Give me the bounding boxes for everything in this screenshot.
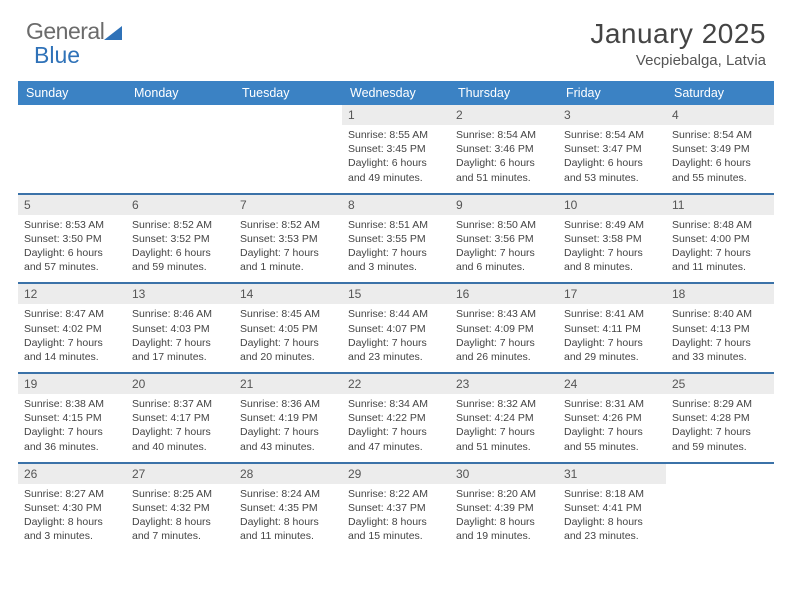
day-header: Tuesday <box>234 81 342 105</box>
day-number: 17 <box>558 283 666 304</box>
day-number: 30 <box>450 463 558 484</box>
day-content: Sunrise: 8:24 AMSunset: 4:35 PMDaylight:… <box>234 484 342 552</box>
logo-general: General <box>26 18 104 45</box>
day-content: Sunrise: 8:29 AMSunset: 4:28 PMDaylight:… <box>666 394 774 463</box>
day-number: 24 <box>558 373 666 394</box>
day-content: Sunrise: 8:32 AMSunset: 4:24 PMDaylight:… <box>450 394 558 463</box>
day-number: 25 <box>666 373 774 394</box>
day-content: Sunrise: 8:27 AMSunset: 4:30 PMDaylight:… <box>18 484 126 552</box>
day-number <box>666 463 774 484</box>
day-number: 21 <box>234 373 342 394</box>
day-content: Sunrise: 8:43 AMSunset: 4:09 PMDaylight:… <box>450 304 558 373</box>
day-number <box>18 105 126 125</box>
day-content: Sunrise: 8:48 AMSunset: 4:00 PMDaylight:… <box>666 215 774 284</box>
day-content: Sunrise: 8:20 AMSunset: 4:39 PMDaylight:… <box>450 484 558 552</box>
title-block: January 2025 Vecpiebalga, Latvia <box>590 18 766 69</box>
daynum-row: 12131415161718 <box>18 283 774 304</box>
day-content: Sunrise: 8:37 AMSunset: 4:17 PMDaylight:… <box>126 394 234 463</box>
day-number: 9 <box>450 194 558 215</box>
day-content: Sunrise: 8:52 AMSunset: 3:52 PMDaylight:… <box>126 215 234 284</box>
day-number: 1 <box>342 105 450 125</box>
day-number: 12 <box>18 283 126 304</box>
calendar-head: SundayMondayTuesdayWednesdayThursdayFrid… <box>18 81 774 105</box>
daynum-row: 262728293031 <box>18 463 774 484</box>
day-number: 27 <box>126 463 234 484</box>
day-content: Sunrise: 8:25 AMSunset: 4:32 PMDaylight:… <box>126 484 234 552</box>
day-number: 7 <box>234 194 342 215</box>
day-content: Sunrise: 8:52 AMSunset: 3:53 PMDaylight:… <box>234 215 342 284</box>
day-number: 6 <box>126 194 234 215</box>
header: General January 2025 Vecpiebalga, Latvia <box>0 0 792 75</box>
day-content <box>126 125 234 194</box>
day-number: 14 <box>234 283 342 304</box>
day-content: Sunrise: 8:54 AMSunset: 3:49 PMDaylight:… <box>666 125 774 194</box>
day-content: Sunrise: 8:18 AMSunset: 4:41 PMDaylight:… <box>558 484 666 552</box>
day-content: Sunrise: 8:51 AMSunset: 3:55 PMDaylight:… <box>342 215 450 284</box>
day-number: 11 <box>666 194 774 215</box>
logo: General <box>26 18 124 45</box>
day-number: 10 <box>558 194 666 215</box>
day-header: Sunday <box>18 81 126 105</box>
day-content: Sunrise: 8:40 AMSunset: 4:13 PMDaylight:… <box>666 304 774 373</box>
day-number: 4 <box>666 105 774 125</box>
day-number: 31 <box>558 463 666 484</box>
day-number: 3 <box>558 105 666 125</box>
calendar-body: 1234 Sunrise: 8:55 AMSunset: 3:45 PMDayl… <box>18 105 774 551</box>
day-number: 2 <box>450 105 558 125</box>
day-content: Sunrise: 8:50 AMSunset: 3:56 PMDaylight:… <box>450 215 558 284</box>
day-number: 22 <box>342 373 450 394</box>
day-content <box>666 484 774 552</box>
day-content: Sunrise: 8:36 AMSunset: 4:19 PMDaylight:… <box>234 394 342 463</box>
calendar-table: SundayMondayTuesdayWednesdayThursdayFrid… <box>18 81 774 551</box>
day-number: 8 <box>342 194 450 215</box>
day-content: Sunrise: 8:54 AMSunset: 3:46 PMDaylight:… <box>450 125 558 194</box>
day-number: 5 <box>18 194 126 215</box>
day-number: 15 <box>342 283 450 304</box>
day-number <box>126 105 234 125</box>
day-number <box>234 105 342 125</box>
content-row: Sunrise: 8:27 AMSunset: 4:30 PMDaylight:… <box>18 484 774 552</box>
calendar: SundayMondayTuesdayWednesdayThursdayFrid… <box>18 81 774 551</box>
logo-blue: Blue <box>34 42 80 69</box>
day-content: Sunrise: 8:41 AMSunset: 4:11 PMDaylight:… <box>558 304 666 373</box>
day-number: 28 <box>234 463 342 484</box>
day-content: Sunrise: 8:38 AMSunset: 4:15 PMDaylight:… <box>18 394 126 463</box>
day-content: Sunrise: 8:34 AMSunset: 4:22 PMDaylight:… <box>342 394 450 463</box>
content-row: Sunrise: 8:53 AMSunset: 3:50 PMDaylight:… <box>18 215 774 284</box>
daynum-row: 1234 <box>18 105 774 125</box>
content-row: Sunrise: 8:38 AMSunset: 4:15 PMDaylight:… <box>18 394 774 463</box>
day-number: 16 <box>450 283 558 304</box>
daynum-row: 19202122232425 <box>18 373 774 394</box>
day-header: Wednesday <box>342 81 450 105</box>
content-row: Sunrise: 8:47 AMSunset: 4:02 PMDaylight:… <box>18 304 774 373</box>
day-content: Sunrise: 8:22 AMSunset: 4:37 PMDaylight:… <box>342 484 450 552</box>
day-header: Friday <box>558 81 666 105</box>
month-title: January 2025 <box>590 18 766 50</box>
day-number: 19 <box>18 373 126 394</box>
content-row: Sunrise: 8:55 AMSunset: 3:45 PMDaylight:… <box>18 125 774 194</box>
day-number: 13 <box>126 283 234 304</box>
day-header: Thursday <box>450 81 558 105</box>
day-header: Saturday <box>666 81 774 105</box>
day-content: Sunrise: 8:54 AMSunset: 3:47 PMDaylight:… <box>558 125 666 194</box>
day-number: 23 <box>450 373 558 394</box>
day-header: Monday <box>126 81 234 105</box>
day-content <box>18 125 126 194</box>
day-content: Sunrise: 8:45 AMSunset: 4:05 PMDaylight:… <box>234 304 342 373</box>
day-number: 18 <box>666 283 774 304</box>
day-content: Sunrise: 8:47 AMSunset: 4:02 PMDaylight:… <box>18 304 126 373</box>
location: Vecpiebalga, Latvia <box>590 52 766 69</box>
day-number: 26 <box>18 463 126 484</box>
day-content: Sunrise: 8:49 AMSunset: 3:58 PMDaylight:… <box>558 215 666 284</box>
day-content <box>234 125 342 194</box>
day-content: Sunrise: 8:44 AMSunset: 4:07 PMDaylight:… <box>342 304 450 373</box>
day-content: Sunrise: 8:31 AMSunset: 4:26 PMDaylight:… <box>558 394 666 463</box>
triangle-icon <box>104 26 122 40</box>
day-content: Sunrise: 8:53 AMSunset: 3:50 PMDaylight:… <box>18 215 126 284</box>
daynum-row: 567891011 <box>18 194 774 215</box>
day-number: 29 <box>342 463 450 484</box>
day-number: 20 <box>126 373 234 394</box>
day-content: Sunrise: 8:46 AMSunset: 4:03 PMDaylight:… <box>126 304 234 373</box>
day-content: Sunrise: 8:55 AMSunset: 3:45 PMDaylight:… <box>342 125 450 194</box>
